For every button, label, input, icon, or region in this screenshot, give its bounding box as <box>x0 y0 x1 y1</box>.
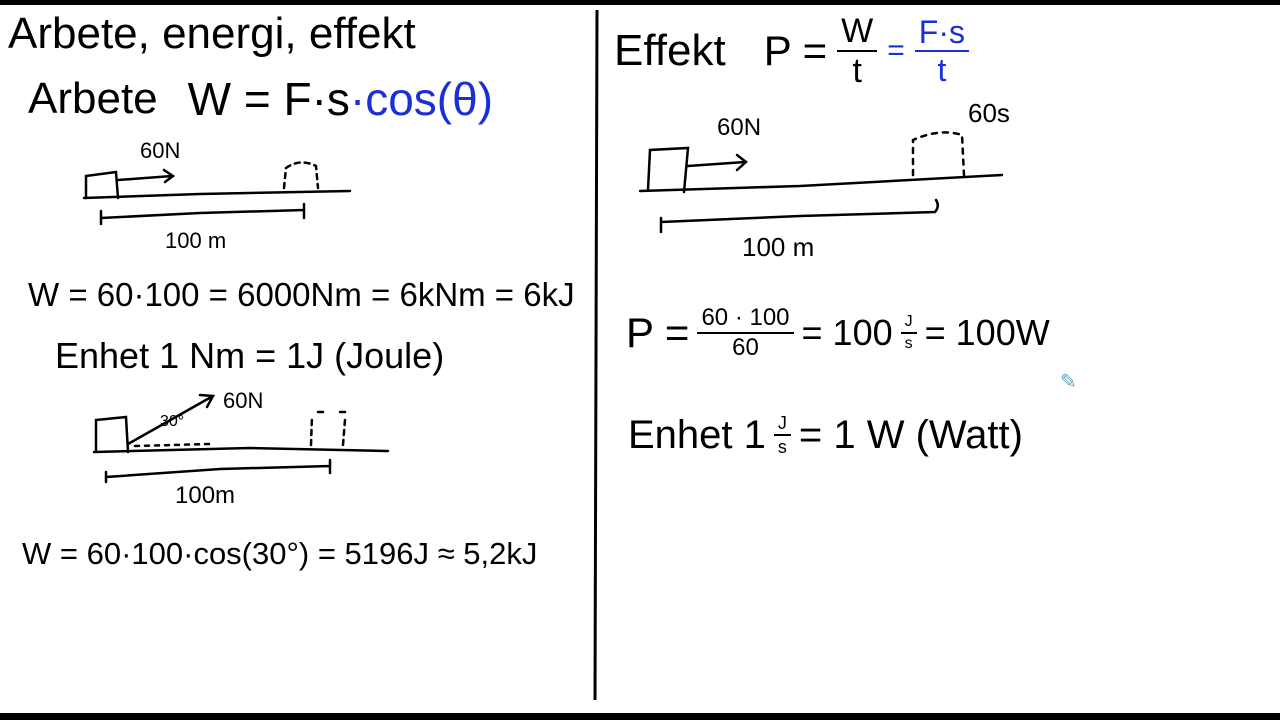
distance-measure <box>99 202 306 226</box>
unit-watt-suffix: = 1 W (Watt) <box>798 413 1023 457</box>
power-calc-denominator: 60 <box>732 334 759 361</box>
power-formula-line: Effekt P = W t = F·s t <box>614 14 969 88</box>
power-formula-blue-numerator: F·s <box>914 16 969 52</box>
diagram-angled-force <box>92 393 390 484</box>
power-calc-unit-den: s <box>904 335 913 352</box>
work-formula-cos: ·cos(θ) <box>349 73 494 125</box>
angle-guide <box>133 442 212 448</box>
diagram3-force-label: 60N <box>717 114 762 141</box>
box <box>84 170 120 200</box>
distance-measure <box>104 458 332 484</box>
force-arrow <box>126 393 216 446</box>
diagram2-distance-label: 100m <box>175 482 236 509</box>
unit-watt-num: J <box>773 414 791 436</box>
unit-watt-line: Enhet 1 J s = 1 W (Watt) <box>628 414 1023 456</box>
effekt-label: Effekt <box>614 26 726 75</box>
work-formula-main: W = F·s <box>187 73 350 125</box>
power-calc-numerator: 60 · 100 <box>697 306 794 334</box>
diagram1-force-label: 60N <box>140 138 181 163</box>
power-calc-unit-num: J <box>900 314 917 334</box>
work-formula: W = F·s·cos(θ) <box>188 76 493 122</box>
bottom-frame-bar <box>0 713 1280 720</box>
diagram-power <box>638 131 1004 234</box>
power-formula-blue-fraction: F·s t <box>914 16 969 88</box>
unit-joule: Enhet 1 Nm = 1J (Joule) <box>55 335 445 376</box>
distance-measure <box>659 198 939 234</box>
ground-line <box>92 446 390 454</box>
arbete-label: Arbete <box>28 74 158 123</box>
power-formula-numerator: W <box>837 14 878 52</box>
force-arrow <box>686 153 748 172</box>
pencil-icon[interactable]: ✎ <box>1060 371 1077 393</box>
power-formula-blue-denominator: t <box>937 52 947 88</box>
page-title: Arbete, energi, effekt <box>8 9 416 58</box>
unit-watt-fraction: J s <box>773 414 791 457</box>
power-formula-denominator: t <box>852 52 862 90</box>
power-formula-p: P = <box>763 27 828 74</box>
diagram3-time-label: 60s <box>968 98 1010 128</box>
dashed-box-end <box>911 131 966 177</box>
diagram2-angle-label: 30° <box>160 413 185 430</box>
power-calc-fraction: 60 · 100 60 <box>697 306 794 361</box>
page-divider <box>593 9 599 701</box>
power-calc-eq2: = 100W <box>924 312 1050 353</box>
power-formula-eq2: = <box>887 34 905 67</box>
power-calc-eq1: = 100 <box>801 312 893 353</box>
ground-line <box>638 173 1004 193</box>
diagram3-distance-label: 100 m <box>742 232 815 262</box>
power-formula-fraction: W t <box>837 14 878 90</box>
unit-watt-den: s <box>777 437 787 457</box>
box <box>646 146 690 194</box>
diagram2-force-label: 60N <box>223 388 264 413</box>
top-frame-bar <box>0 0 1280 5</box>
diagram-horizontal-force <box>82 161 352 226</box>
box <box>94 415 130 454</box>
arbete-line: Arbete W = F·s·cos(θ) <box>28 76 493 122</box>
unit-watt-prefix: Enhet 1 <box>628 413 766 457</box>
power-calc-unit-fraction: J s <box>900 314 917 352</box>
ground-line <box>82 189 352 200</box>
force-arrow <box>116 168 176 184</box>
power-calc-p: P = <box>626 309 690 356</box>
dashed-box-end <box>282 161 320 190</box>
dashed-box-end <box>309 410 348 447</box>
power-calc-line: P = 60 · 100 60 = 100 J s = 100W <box>626 306 1050 360</box>
diagram1-distance-label: 100 m <box>165 228 227 253</box>
work-calc-2: W = 60·100·cos(30°) = 5196J ≈ 5,2kJ <box>22 536 538 571</box>
work-calc-1: W = 60·100 = 6000Nm = 6kNm = 6kJ <box>28 276 575 313</box>
